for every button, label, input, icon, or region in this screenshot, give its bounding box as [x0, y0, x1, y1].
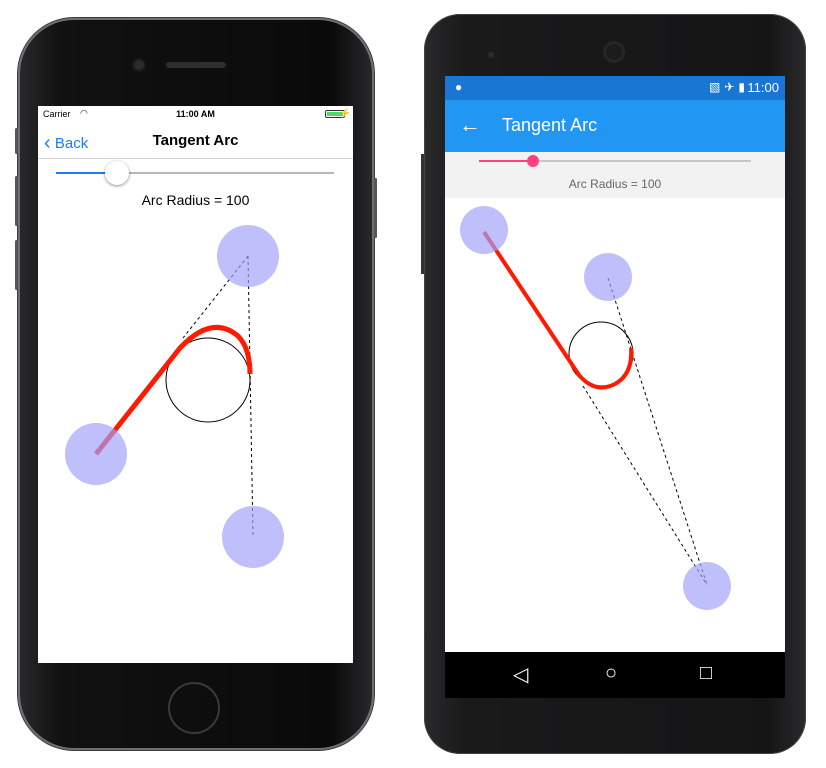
home-button[interactable]	[168, 682, 220, 734]
android-status-bar: ● ▧✈▮ 11:00	[445, 76, 785, 100]
android-navigation-bar: ◁ ○ □	[445, 652, 785, 698]
slider-fill	[479, 160, 534, 162]
touch-point-handle[interactable]	[460, 206, 508, 254]
ios-navigation-bar: ‹ Back Tangent Arc	[38, 124, 353, 159]
android-debug-icon: ●	[455, 80, 463, 94]
android-device: ● ▧✈▮ 11:00 ← Tangent Arc Arc Radius = 1…	[421, 14, 806, 754]
volume-down-button	[15, 240, 18, 290]
wifi-icon: ◠	[80, 108, 88, 118]
slider-fill	[56, 172, 118, 174]
tangent-arc-path	[482, 230, 634, 390]
tangent-line-dashed	[247, 255, 254, 536]
no-sim-icon: ▧	[708, 80, 725, 94]
arrow-left-icon[interactable]: ←	[459, 112, 481, 137]
touch-point-handle[interactable]	[584, 253, 632, 301]
ios-screen: Carrier ◠ 11:00 AM ⚡ ‹ Back Tangent Arc …	[38, 106, 353, 663]
power-button	[374, 178, 377, 238]
home-circle-icon[interactable]: ○	[605, 662, 618, 684]
status-icons: ▧✈▮	[709, 80, 749, 94]
ios-status-bar: Carrier ◠ 11:00 AM ⚡	[38, 106, 353, 122]
front-camera	[134, 60, 144, 70]
mute-switch	[15, 128, 18, 154]
iphone-device: Carrier ◠ 11:00 AM ⚡ ‹ Back Tangent Arc …	[15, 18, 377, 750]
controls-panel: Arc Radius = 100	[445, 152, 785, 198]
android-toolbar: ← Tangent Arc	[445, 100, 785, 152]
airplane-icon: ✈	[724, 80, 739, 94]
arc-radius-slider[interactable]	[479, 155, 751, 167]
tangent-arc-canvas[interactable]	[445, 198, 785, 652]
tangent-line-dashed	[582, 385, 708, 586]
tangent-circle	[165, 337, 251, 423]
carrier-label: Carrier	[43, 109, 71, 119]
android-clock: 11:00	[747, 80, 779, 95]
volume-up-button	[15, 176, 18, 226]
tangent-arc-path	[94, 325, 253, 456]
battery-icon	[325, 110, 345, 118]
android-screen: ● ▧✈▮ 11:00 ← Tangent Arc Arc Radius = 1…	[445, 76, 785, 698]
page-title: Tangent Arc	[502, 115, 598, 135]
back-triangle-icon[interactable]: ◁	[513, 664, 529, 686]
arc-radius-label: Arc Radius = 100	[568, 177, 662, 191]
page-title: Tangent Arc	[152, 132, 239, 149]
volume-rocker	[421, 154, 424, 274]
slider-thumb[interactable]	[105, 161, 130, 185]
recents-square-icon[interactable]: □	[700, 662, 713, 684]
slider-thumb[interactable]	[527, 155, 540, 167]
earpiece-speaker	[166, 62, 226, 68]
touch-point-handle[interactable]	[65, 423, 127, 485]
arc-radius-slider[interactable]	[56, 161, 334, 185]
front-camera	[606, 44, 622, 60]
tangent-arc-canvas[interactable]	[38, 210, 353, 663]
back-button[interactable]: ‹ Back	[44, 131, 88, 154]
back-label: Back	[54, 135, 89, 152]
battery-icon: ▮	[738, 80, 749, 94]
chevron-left-icon: ‹	[44, 132, 51, 154]
arc-radius-label: Arc Radius = 100	[141, 192, 250, 208]
tangent-line-dashed	[607, 277, 708, 586]
touch-point-handle[interactable]	[222, 506, 284, 568]
charging-bolt-icon: ⚡	[339, 108, 351, 118]
proximity-sensor	[488, 52, 494, 58]
touch-point-handle[interactable]	[217, 225, 279, 287]
ios-clock: 11:00 AM	[176, 109, 215, 119]
touch-point-handle[interactable]	[683, 562, 731, 610]
